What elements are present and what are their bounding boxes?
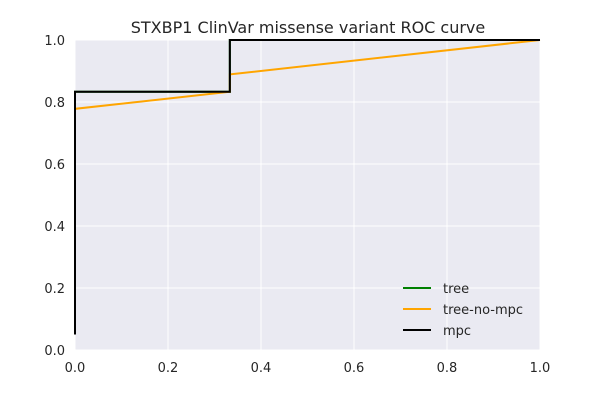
x-tick-label-3: 0.6: [344, 361, 365, 376]
legend-label-tree-no-mpc: tree-no-mpc: [443, 303, 523, 318]
chart-title: STXBP1 ClinVar missense variant ROC curv…: [131, 18, 486, 37]
legend-label-mpc: mpc: [443, 324, 471, 339]
grid-lines: [74, 39, 541, 351]
y-tick-label-1: 0.2: [44, 282, 65, 297]
x-tick-label-0: 0.0: [65, 361, 86, 376]
y-tick-label-2: 0.4: [44, 220, 65, 235]
series-lines: [74, 39, 541, 335]
x-tick-label-1: 0.2: [158, 361, 179, 376]
x-tick-label-5: 1.0: [530, 361, 551, 376]
y-tick-label-5: 1.0: [44, 34, 65, 49]
x-tick-label-4: 0.8: [437, 361, 458, 376]
legend: tree tree-no-mpc mpc: [403, 282, 523, 339]
x-tick-label-2: 0.4: [251, 361, 272, 376]
legend-label-tree: tree: [443, 282, 469, 297]
y-tick-label-4: 0.8: [44, 96, 65, 111]
series-line-mpc: [74, 39, 540, 335]
tick-labels: 0.0 0.2 0.4 0.6 0.8 1.0 0.0 0.2 0.4 0.6 0.8 1.0: [44, 34, 550, 376]
y-tick-label-3: 0.6: [44, 158, 65, 173]
y-tick-label-0: 0.0: [44, 344, 65, 359]
